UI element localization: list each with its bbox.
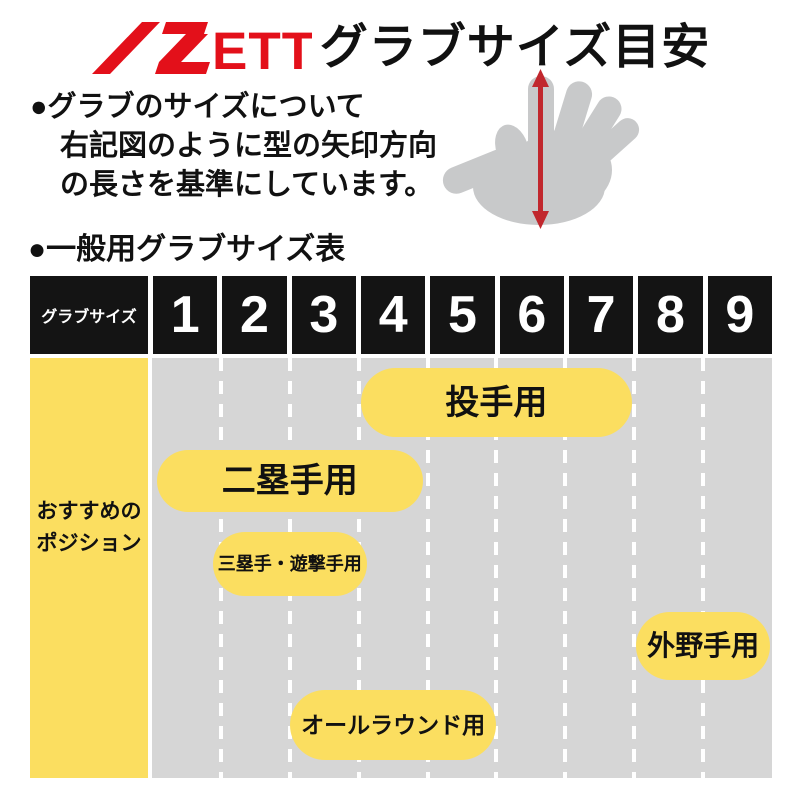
hand-measure-illustration	[436, 66, 681, 234]
position-pill: オールラウンド用	[289, 690, 497, 760]
zett-logo: ETT	[90, 20, 312, 76]
size-cell-2: 2	[222, 276, 287, 354]
size-description: ●グラブのサイズについて 右記図のように型の矢印方向 の長さを基準にしています。	[30, 88, 437, 205]
column-separator	[632, 358, 637, 778]
size-cell-3: 3	[291, 276, 356, 354]
page-title: グラブサイズ目安	[319, 21, 711, 74]
size-cell-1: 1	[153, 276, 218, 354]
size-cell-8: 8	[638, 276, 703, 354]
size-table-body: おすすめの ポジション 投手用二塁手用三塁手・遊撃手用外野手用オールラウンド用	[30, 358, 772, 778]
size-cell-6: 6	[499, 276, 564, 354]
column-separator	[701, 358, 706, 778]
column-separator	[425, 358, 430, 778]
size-cell-9: 9	[707, 276, 772, 354]
description-line: の長さを基準にしています。	[60, 169, 434, 201]
measure-arrow-icon	[532, 69, 549, 229]
size-cell-7: 7	[568, 276, 634, 354]
row-label-line: ポジション	[36, 532, 142, 555]
size-cell-5: 5	[430, 276, 495, 354]
size-header-corner-label: グラブサイズ	[30, 276, 148, 354]
row-label-line: おすすめの	[36, 500, 142, 523]
header: ETT グラブサイズ目安	[0, 16, 800, 80]
recommended-position-label-cell: おすすめの ポジション	[30, 358, 148, 778]
description-line: 右記図のように型の矢印方向	[60, 130, 438, 162]
zett-logo-letters: ETT	[212, 22, 312, 76]
table-section-title: ●一般用グラブサイズ表	[28, 233, 346, 266]
hand-with-measure-arrow-icon	[442, 69, 640, 229]
zett-z-glyph: ETT	[91, 22, 312, 76]
position-pill: 外野手用	[636, 612, 770, 680]
position-pill: 三塁手・遊撃手用	[212, 532, 367, 596]
position-pill: 二塁手用	[157, 450, 423, 512]
column-separator	[494, 358, 499, 778]
description-line: ●グラブのサイズについて	[30, 91, 365, 123]
column-separator	[563, 358, 568, 778]
size-cell-4: 4	[360, 276, 426, 354]
position-pill: 投手用	[360, 368, 633, 437]
